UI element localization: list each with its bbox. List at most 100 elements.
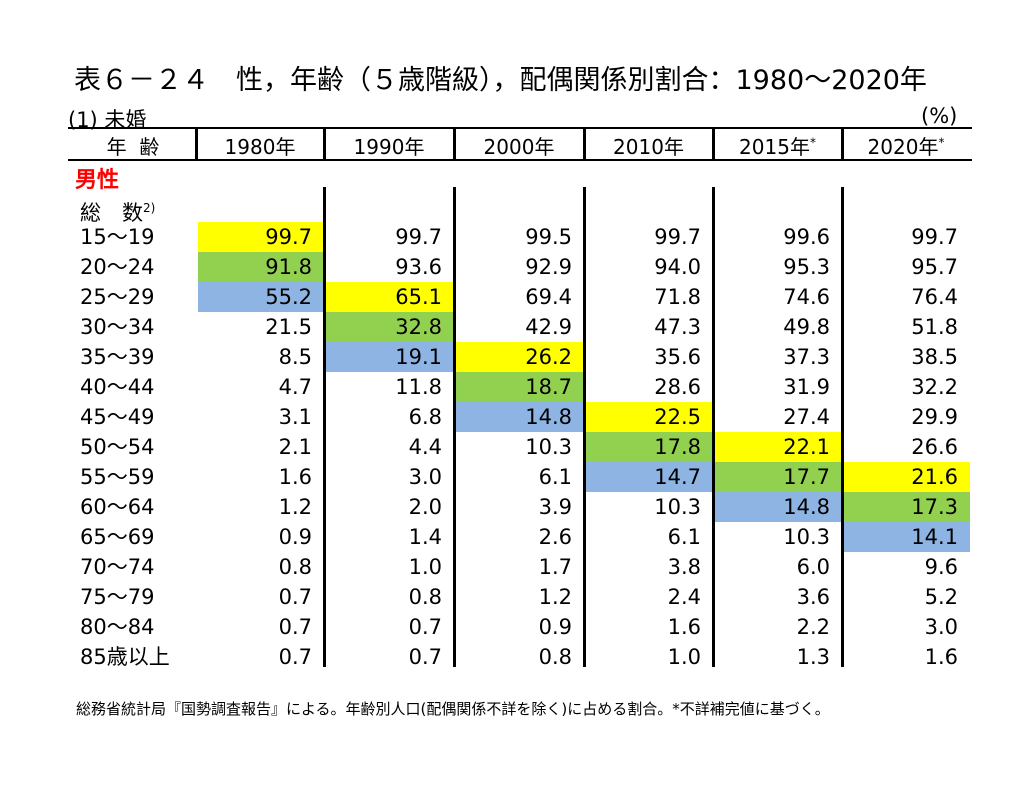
- table-cell: 21.6: [844, 462, 970, 492]
- age-column-header: 年 齢: [106, 135, 160, 159]
- table-cell: 6.0: [796, 555, 830, 579]
- row-age-label: 85歳以上: [80, 645, 170, 669]
- row-age-label: 30～34: [80, 315, 155, 339]
- total-label: 総 数2): [80, 197, 155, 227]
- table-cell: 0.7: [408, 615, 442, 639]
- table-cell: 3.1: [278, 405, 312, 429]
- table-cell: 31.9: [783, 375, 830, 399]
- table-cell: 3.9: [538, 495, 572, 519]
- row-age-label: 20～24: [80, 255, 155, 279]
- row-age-label: 15～19: [80, 225, 155, 249]
- year-column-header: 2015年*: [713, 131, 842, 160]
- year-header-mark: *: [809, 135, 816, 150]
- table-cell: 6.8: [408, 405, 442, 429]
- table-cell: 1.6: [924, 645, 958, 669]
- header-column-divider: [583, 127, 586, 161]
- header-column-divider: [841, 127, 844, 161]
- table-cell: 99.7: [911, 225, 958, 249]
- table-cell: 1.0: [408, 555, 442, 579]
- source-note: 総務省統計局『国勢調査報告』による。年齢別人口(配偶関係不詳を除く)に占める割合…: [76, 700, 830, 718]
- table-cell: 22.1: [715, 432, 842, 462]
- table-cell: 99.6: [783, 225, 830, 249]
- table-cell: 3.0: [924, 615, 958, 639]
- row-age-label: 75～79: [80, 585, 155, 609]
- table-cell: 91.8: [198, 252, 324, 282]
- table-cell: 28.6: [654, 375, 701, 399]
- year-header-mark: *: [938, 135, 945, 150]
- table-cell: 17.3: [844, 492, 970, 522]
- header-column-divider: [712, 127, 715, 161]
- year-header-text: 1980年: [224, 135, 296, 159]
- table-cell: 1.2: [538, 585, 572, 609]
- table-cell: 2.4: [667, 585, 701, 609]
- row-age-label: 55～59: [80, 465, 155, 489]
- table-cell: 14.7: [586, 462, 713, 492]
- row-age-label: 40～44: [80, 375, 155, 399]
- table-cell: 29.9: [911, 405, 958, 429]
- table-cell: 19.1: [326, 342, 454, 372]
- year-column-header: 2000年: [454, 131, 584, 160]
- year-column-header: 1980年: [196, 131, 324, 160]
- table-cell: 4.4: [408, 435, 442, 459]
- table-cell: 0.9: [278, 525, 312, 549]
- table-cell: 1.4: [408, 525, 442, 549]
- table-cell: 18.7: [456, 372, 584, 402]
- table-cell: 14.8: [456, 402, 584, 432]
- column-divider: [323, 187, 326, 667]
- table-cell: 10.3: [783, 525, 830, 549]
- year-column-header: 2020年*: [842, 131, 970, 160]
- table-cell: 1.0: [667, 645, 701, 669]
- table-cell: 6.1: [667, 525, 701, 549]
- year-header-text: 2020年: [867, 135, 939, 159]
- header-top-border: [68, 127, 972, 129]
- table-cell: 95.3: [783, 255, 830, 279]
- section-label-male: 男性: [75, 168, 120, 193]
- table-cell: 47.3: [654, 315, 701, 339]
- table-cell: 37.3: [783, 345, 830, 369]
- year-header-text: 2010年: [613, 135, 684, 159]
- table-cell: 10.3: [654, 495, 701, 519]
- row-age-label: 70～74: [80, 555, 155, 579]
- table-cell: 51.8: [911, 315, 958, 339]
- header-column-divider: [195, 127, 198, 161]
- year-column-header: 1990年: [324, 131, 454, 160]
- table-cell: 2.6: [538, 525, 572, 549]
- table-cell: 2.1: [278, 435, 312, 459]
- column-divider: [712, 187, 715, 667]
- table-cell: 99.7: [198, 222, 324, 252]
- table-cell: 4.7: [278, 375, 312, 399]
- table-cell: 74.6: [783, 285, 830, 309]
- header-column-divider: [323, 127, 326, 161]
- table-cell: 11.8: [395, 375, 442, 399]
- table-cell: 55.2: [198, 282, 324, 312]
- table-cell: 14.1: [844, 522, 970, 552]
- row-age-label: 25～29: [80, 285, 155, 309]
- table-cell: 99.7: [395, 225, 442, 249]
- year-header-text: 2000年: [483, 135, 555, 159]
- table-cell: 38.5: [911, 345, 958, 369]
- table-cell: 42.9: [525, 315, 572, 339]
- table-cell: 26.2: [456, 342, 584, 372]
- table-cell: 2.2: [796, 615, 830, 639]
- table-cell: 99.7: [654, 225, 701, 249]
- table-cell: 21.5: [265, 315, 312, 339]
- header-bottom-border: [68, 159, 972, 161]
- table-cell: 22.5: [586, 402, 713, 432]
- table-cell: 32.2: [911, 375, 958, 399]
- table-cell: 0.7: [408, 645, 442, 669]
- row-age-label: 45～49: [80, 405, 155, 429]
- header-column-divider: [453, 127, 456, 161]
- table-cell: 14.8: [715, 492, 842, 522]
- total-text: 総 数: [80, 201, 143, 225]
- table-cell: 27.4: [783, 405, 830, 429]
- row-age-label: 80～84: [80, 615, 155, 639]
- unit-label: (%): [921, 104, 958, 128]
- table-cell: 65.1: [326, 282, 454, 312]
- table-cell: 1.2: [278, 495, 312, 519]
- table-cell: 17.8: [586, 432, 713, 462]
- table-cell: 0.7: [278, 645, 312, 669]
- table-cell: 26.6: [911, 435, 958, 459]
- year-column-header: 2010年: [584, 131, 713, 160]
- table-cell: 71.8: [654, 285, 701, 309]
- table-cell: 0.9: [538, 615, 572, 639]
